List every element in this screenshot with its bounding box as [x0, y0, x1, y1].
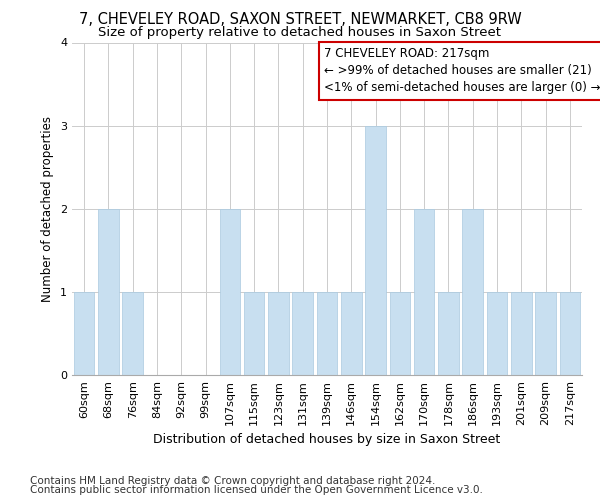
- Bar: [292, 292, 313, 375]
- Bar: [220, 209, 240, 375]
- Bar: [389, 292, 410, 375]
- Bar: [535, 292, 556, 375]
- Bar: [511, 292, 532, 375]
- Text: 7 CHEVELEY ROAD: 217sqm
← >99% of detached houses are smaller (21)
<1% of semi-d: 7 CHEVELEY ROAD: 217sqm ← >99% of detach…: [325, 48, 600, 94]
- Bar: [560, 292, 580, 375]
- Bar: [122, 292, 143, 375]
- Y-axis label: Number of detached properties: Number of detached properties: [41, 116, 55, 302]
- Bar: [463, 209, 483, 375]
- Text: 7, CHEVELEY ROAD, SAXON STREET, NEWMARKET, CB8 9RW: 7, CHEVELEY ROAD, SAXON STREET, NEWMARKE…: [79, 12, 521, 28]
- Bar: [74, 292, 94, 375]
- Text: Contains HM Land Registry data © Crown copyright and database right 2024.: Contains HM Land Registry data © Crown c…: [30, 476, 436, 486]
- Bar: [365, 126, 386, 375]
- Bar: [438, 292, 459, 375]
- Text: Size of property relative to detached houses in Saxon Street: Size of property relative to detached ho…: [98, 26, 502, 39]
- Bar: [341, 292, 362, 375]
- Bar: [487, 292, 508, 375]
- Bar: [317, 292, 337, 375]
- Bar: [268, 292, 289, 375]
- Text: Contains public sector information licensed under the Open Government Licence v3: Contains public sector information licen…: [30, 485, 483, 495]
- Bar: [98, 209, 119, 375]
- Bar: [244, 292, 265, 375]
- X-axis label: Distribution of detached houses by size in Saxon Street: Distribution of detached houses by size …: [154, 433, 500, 446]
- Bar: [414, 209, 434, 375]
